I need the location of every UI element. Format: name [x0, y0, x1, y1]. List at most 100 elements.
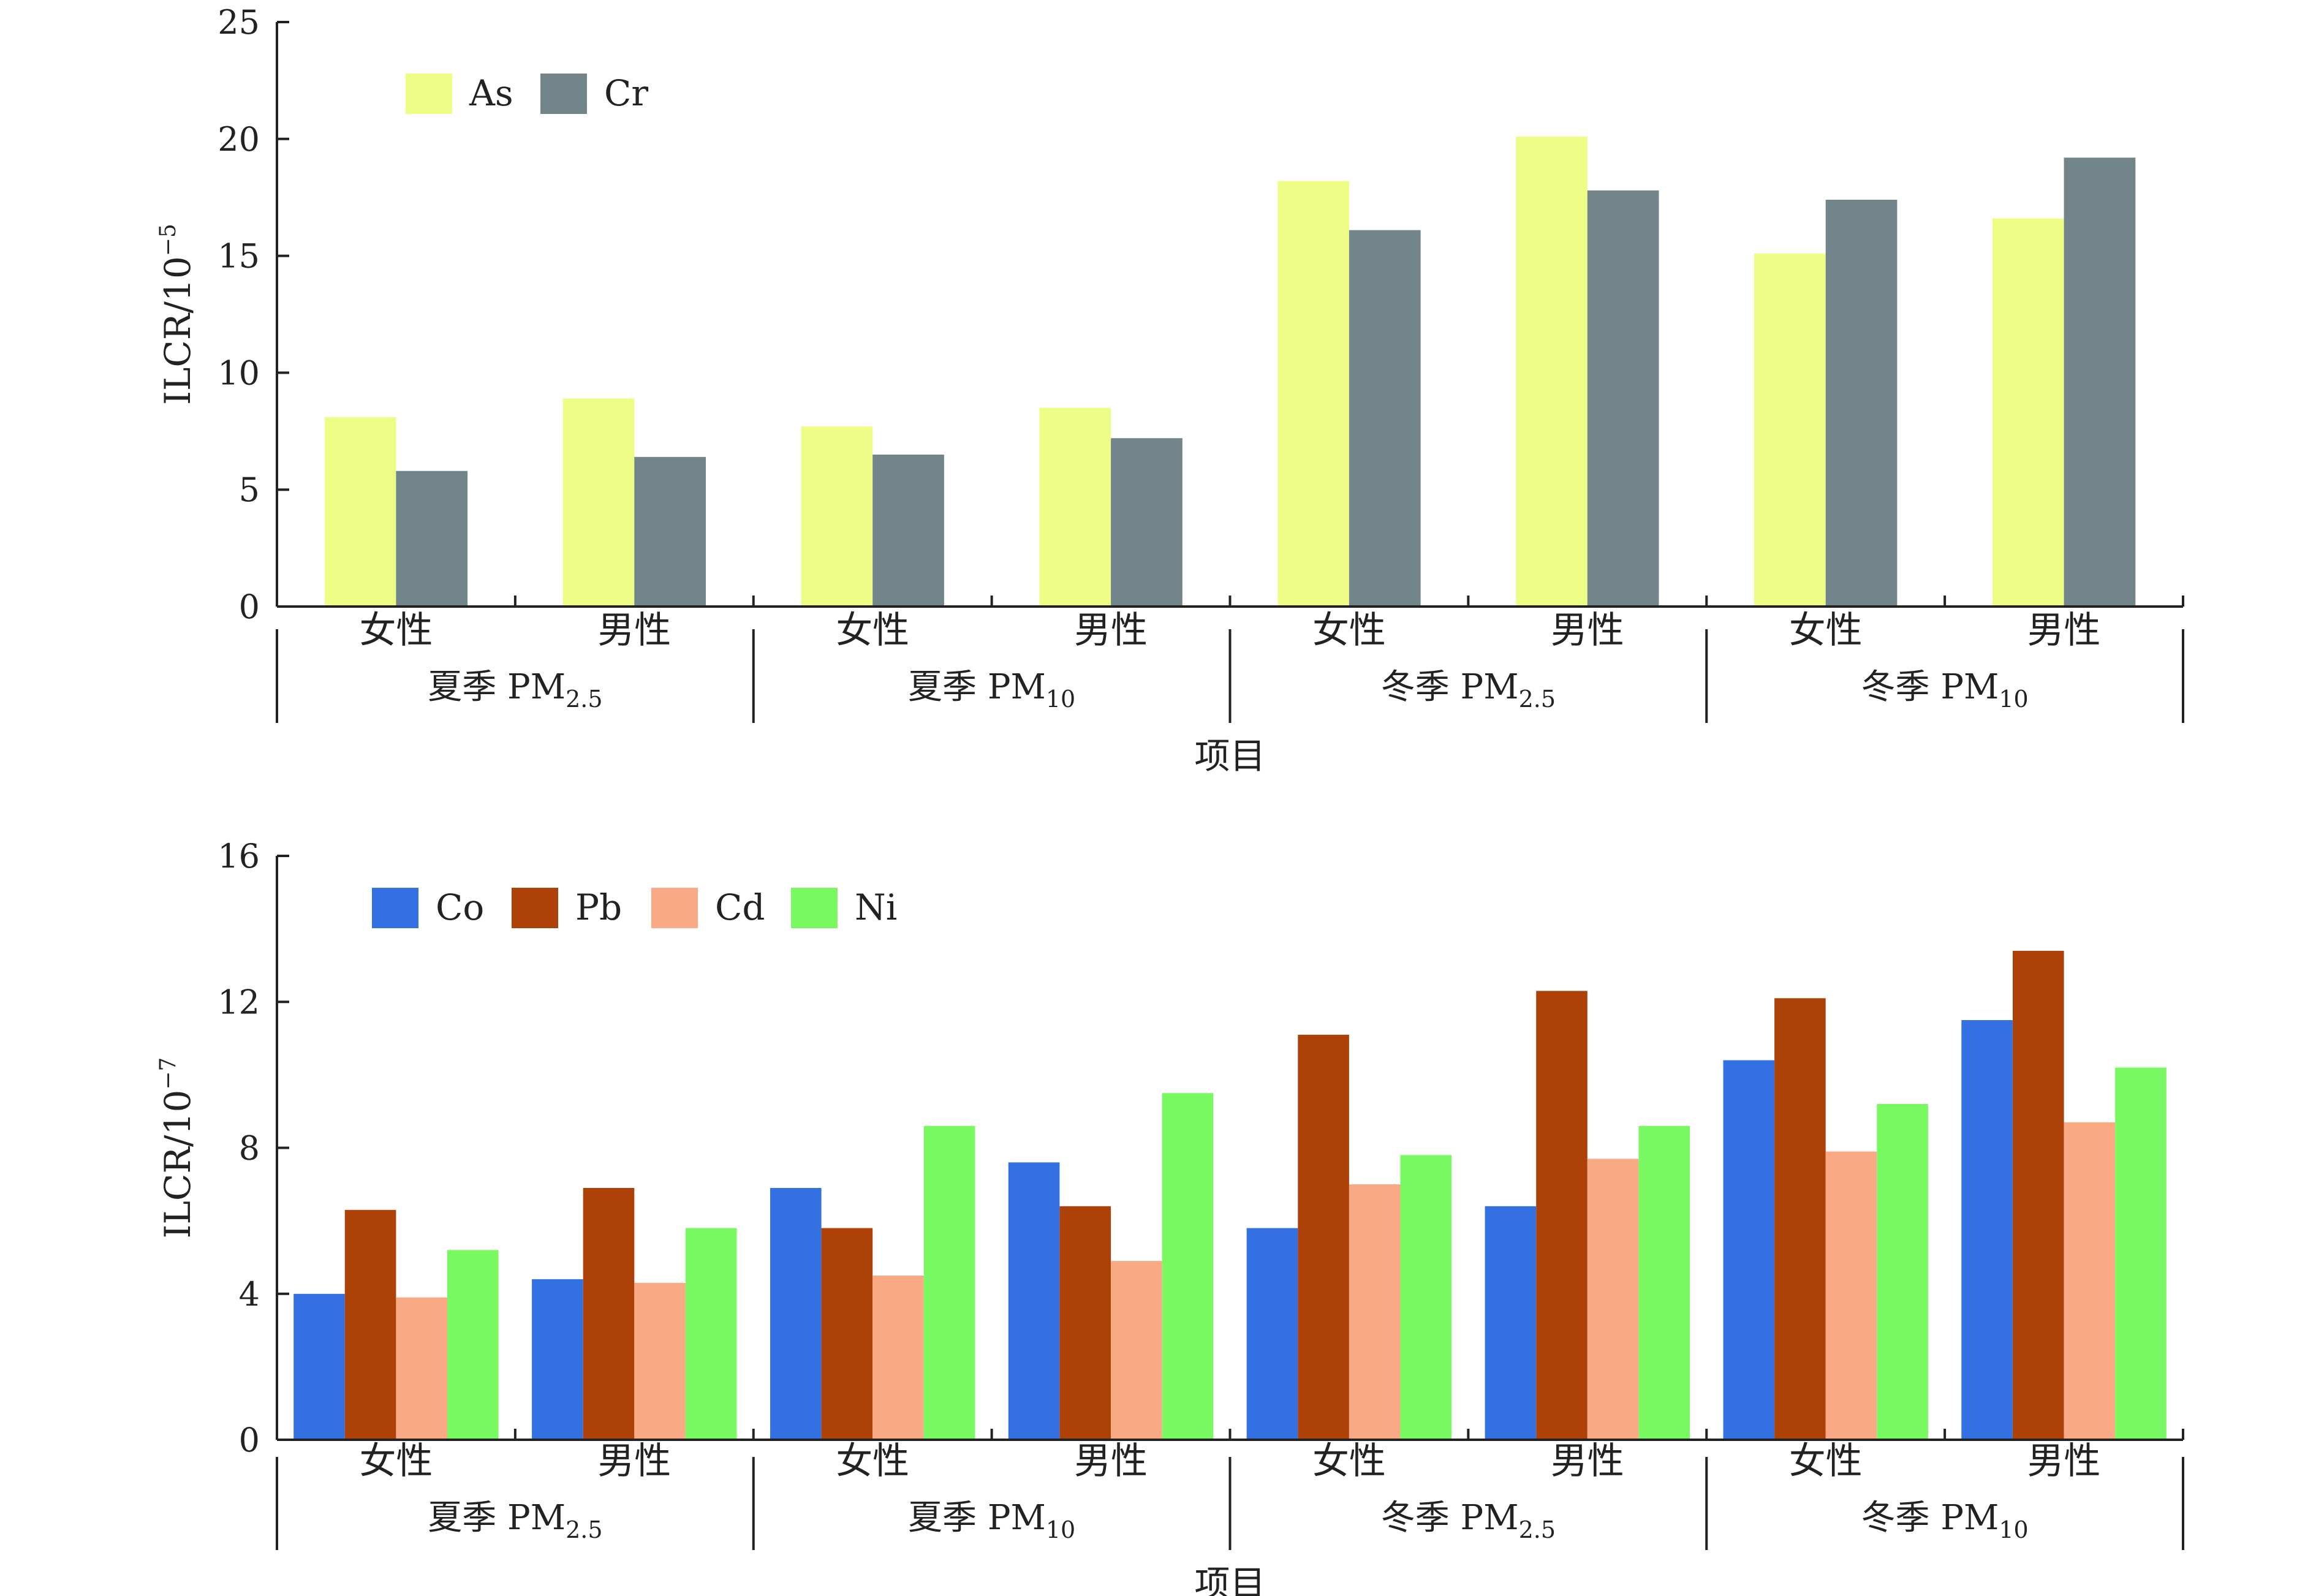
y-tick-label: 0 [239, 588, 260, 626]
y-tick-label: 15 [218, 237, 260, 276]
y-axis-title: ILCR/10−7 [156, 1057, 199, 1239]
bar-cr-4 [1349, 230, 1421, 607]
legend-swatch-pb [512, 888, 558, 928]
bar-ni-6 [1877, 1104, 1928, 1440]
x-category-label: 女性 [1789, 609, 1863, 652]
x-category-label: 女性 [1312, 1440, 1386, 1483]
y-tick-label: 4 [239, 1275, 260, 1314]
bar-co-3 [1008, 1162, 1060, 1440]
bar-ni-4 [1400, 1155, 1452, 1440]
bar-cd-2 [872, 1276, 924, 1440]
x-axis-title: 项目 [1194, 735, 1265, 777]
bar-cd-6 [1825, 1151, 1877, 1440]
bar-ni-0 [447, 1250, 499, 1440]
x-category-label: 男性 [1551, 609, 1624, 652]
x-category-label: 女性 [1789, 1440, 1863, 1483]
bar-pb-5 [1536, 991, 1588, 1440]
y-tick-label: 10 [218, 354, 260, 392]
bar-co-1 [532, 1279, 583, 1440]
bar-cr-7 [2064, 157, 2136, 607]
bar-as-3 [1039, 407, 1111, 607]
x-category-label: 男性 [1074, 609, 1148, 652]
bar-as-2 [801, 426, 873, 607]
legend-swatch-as [406, 74, 452, 114]
bar-pb-2 [821, 1228, 873, 1440]
bar-cr-1 [634, 456, 706, 607]
y-tick-label: 25 [218, 3, 260, 42]
x-category-label: 男性 [597, 609, 671, 652]
bar-ni-5 [1638, 1125, 1690, 1440]
bar-cr-2 [872, 455, 944, 607]
y-tick-label: 12 [218, 983, 260, 1021]
bar-co-2 [770, 1188, 822, 1440]
bar-pb-3 [1059, 1206, 1111, 1440]
bar-as-6 [1754, 253, 1826, 607]
x-axis-title: 项目 [1194, 1563, 1265, 1596]
bar-ni-2 [923, 1125, 975, 1440]
x-group-label: 冬季 PM2.5 [1381, 667, 1556, 713]
bar-cd-0 [396, 1297, 447, 1440]
bar-ni-3 [1162, 1093, 1214, 1440]
x-category-label: 男性 [2027, 1440, 2101, 1483]
bar-cd-4 [1349, 1184, 1401, 1440]
legend-swatch-co [372, 888, 418, 928]
x-group-label: 夏季 PM10 [908, 667, 1075, 713]
legend-label-pb: Pb [575, 887, 622, 928]
bar-cr-0 [396, 471, 468, 607]
bar-co-5 [1485, 1206, 1537, 1440]
bar-ni-7 [2115, 1067, 2167, 1440]
bar-co-0 [293, 1293, 345, 1440]
legend-swatch-cd [651, 888, 698, 928]
bar-as-7 [1992, 218, 2064, 607]
y-tick-label: 8 [239, 1129, 260, 1168]
x-category-label: 女性 [1312, 609, 1386, 652]
bar-cr-5 [1587, 190, 1659, 607]
y-tick-label: 16 [218, 837, 260, 876]
x-group-label: 夏季 PM10 [908, 1498, 1075, 1543]
bar-pb-7 [2013, 950, 2064, 1440]
legend-swatch-cr [540, 74, 587, 114]
legend-label-ni: Ni [855, 887, 897, 928]
bar-cd-1 [634, 1282, 686, 1440]
bar-co-6 [1723, 1060, 1775, 1440]
y-tick-label: 20 [218, 120, 260, 159]
bar-pb-4 [1298, 1034, 1349, 1440]
legend-label-cr: Cr [604, 72, 648, 114]
bar-cd-5 [1587, 1159, 1639, 1440]
x-category-label: 女性 [359, 1440, 433, 1483]
x-category-label: 男性 [1074, 1440, 1148, 1483]
bar-ni-1 [685, 1228, 737, 1440]
bar-as-4 [1277, 181, 1349, 607]
bar-co-4 [1246, 1228, 1298, 1440]
legend-swatch-ni [791, 888, 838, 928]
bar-co-7 [1961, 1020, 2013, 1440]
x-category-label: 女性 [836, 1440, 909, 1483]
bar-as-0 [324, 417, 396, 607]
x-category-label: 男性 [1551, 1440, 1624, 1483]
bar-cd-7 [2064, 1122, 2116, 1440]
y-axis-title: ILCR/10−5 [156, 224, 199, 405]
y-tick-label: 5 [239, 471, 260, 509]
x-group-label: 夏季 PM2.5 [428, 1498, 602, 1543]
bar-cr-6 [1825, 200, 1898, 607]
bar-as-1 [562, 398, 635, 607]
x-category-label: 女性 [359, 609, 433, 652]
bar-pb-1 [583, 1188, 635, 1440]
x-category-label: 男性 [597, 1440, 671, 1483]
legend-label-as: As [469, 72, 513, 114]
bar-pb-6 [1774, 998, 1826, 1440]
x-group-label: 夏季 PM2.5 [428, 667, 602, 713]
legend-label-cd: Cd [715, 887, 765, 928]
bar-pb-0 [344, 1209, 396, 1440]
bar-as-5 [1516, 137, 1588, 607]
legend-label-co: Co [436, 887, 484, 928]
x-category-label: 女性 [836, 609, 909, 652]
x-group-label: 冬季 PM2.5 [1381, 1498, 1556, 1543]
x-group-label: 冬季 PM10 [1861, 1498, 2029, 1543]
x-group-label: 冬季 PM10 [1861, 667, 2029, 713]
bar-cd-3 [1111, 1261, 1162, 1440]
bar-cr-3 [1111, 438, 1183, 607]
